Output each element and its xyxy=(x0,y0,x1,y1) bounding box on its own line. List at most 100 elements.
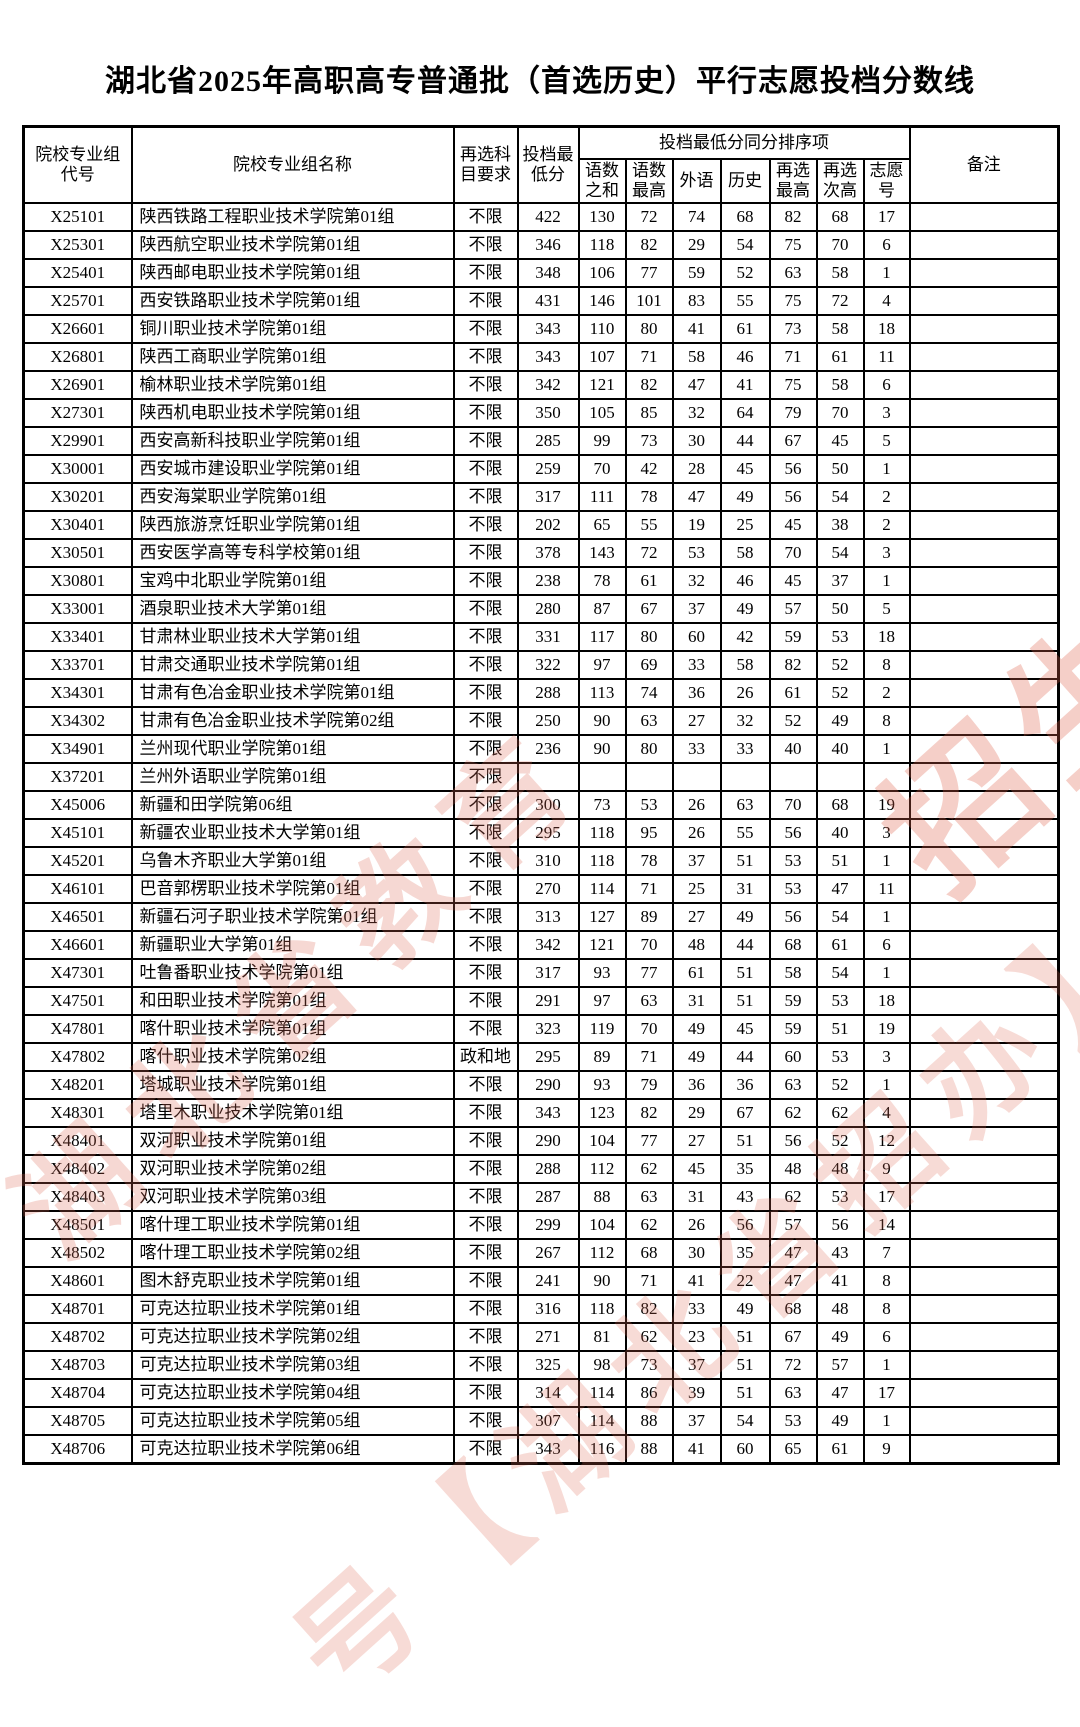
foreign-lang-cell: 33 xyxy=(671,1294,722,1324)
reselect-second-cell: 72 xyxy=(815,286,865,316)
name-cell: 甘肃有色冶金职业技术学院第02组 xyxy=(130,706,455,736)
volunteer-no-cell: 1 xyxy=(862,902,911,932)
reselect-max-cell: 53 xyxy=(768,846,818,876)
history-cell: 49 xyxy=(719,902,771,932)
reselect-max-cell: 45 xyxy=(768,510,818,540)
table-row: X48705 可克达拉职业技术学院第05组 不限 307 114 88 37 54 53 49 1 xyxy=(22,1406,1060,1436)
name-cell: 甘肃林业职业技术大学第01组 xyxy=(130,622,455,652)
min-score-cell: 317 xyxy=(516,482,580,512)
subject-cell: 不限 xyxy=(452,734,519,764)
table-row: X47501 和田职业技术学院第01组 不限 291 97 63 31 51 59 53 18 xyxy=(22,986,1060,1016)
sum-cn-math-cell: 121 xyxy=(577,930,627,960)
name-cell: 塔城职业技术学院第01组 xyxy=(130,1070,455,1100)
min-score-cell: 323 xyxy=(516,1014,580,1044)
max-cn-math-cell: 82 xyxy=(624,1294,674,1324)
name-cell: 图木舒克职业技术学院第01组 xyxy=(130,1266,455,1296)
sum-cn-math-cell: 99 xyxy=(577,426,627,456)
table-row: X33701 甘肃交通职业技术学院第01组 不限 322 97 69 33 58 82 52 8 xyxy=(22,650,1060,680)
reselect-second-cell: 53 xyxy=(815,1182,865,1212)
header-name: 院校专业组名称 xyxy=(130,125,455,204)
reselect-second-cell: 51 xyxy=(815,846,865,876)
subject-cell: 不限 xyxy=(452,958,519,988)
max-cn-math-cell: 95 xyxy=(624,818,674,848)
code-cell: X48704 xyxy=(22,1378,133,1408)
reselect-max-cell: 56 xyxy=(768,1126,818,1156)
reselect-second-cell: 47 xyxy=(815,874,865,904)
volunteer-no-cell: 9 xyxy=(862,1434,911,1464)
subject-cell: 不限 xyxy=(452,1098,519,1128)
code-cell: X33701 xyxy=(22,650,133,680)
code-cell: X48501 xyxy=(22,1210,133,1240)
code-cell: X37201 xyxy=(22,762,133,792)
subject-cell: 不限 xyxy=(452,1434,519,1464)
history-cell: 25 xyxy=(719,510,771,540)
remark-cell xyxy=(908,874,1060,904)
foreign-lang-cell xyxy=(671,762,722,792)
code-cell: X26901 xyxy=(22,370,133,400)
header-foreign-lang: 外语 xyxy=(671,158,722,204)
foreign-lang-cell: 32 xyxy=(671,566,722,596)
reselect-max-cell: 47 xyxy=(768,1238,818,1268)
remark-cell xyxy=(908,1294,1060,1324)
reselect-max-cell: 63 xyxy=(768,258,818,288)
remark-cell xyxy=(908,482,1060,512)
score-table: 院校专业组 代号 院校专业组名称 再选科 目要求 投档最 低分 投档最低分同分排… xyxy=(22,125,1061,1465)
name-cell: 西安铁路职业技术学院第01组 xyxy=(130,286,455,316)
sum-cn-math-cell: 93 xyxy=(577,958,627,988)
min-score-cell xyxy=(516,762,580,792)
table-row: X30501 西安医学高等专科学校第01组 不限 378 143 72 53 58 70 54 3 xyxy=(22,538,1060,568)
history-cell: 51 xyxy=(719,986,771,1016)
table-row: X48703 可克达拉职业技术学院第03组 不限 325 98 73 37 51 72 57 1 xyxy=(22,1350,1060,1380)
foreign-lang-cell: 26 xyxy=(671,818,722,848)
reselect-max-cell: 61 xyxy=(768,678,818,708)
header-subject: 再选科 目要求 xyxy=(452,125,519,204)
remark-cell xyxy=(908,1434,1060,1464)
subject-cell: 不限 xyxy=(452,846,519,876)
min-score-cell: 310 xyxy=(516,846,580,876)
code-cell: X47802 xyxy=(22,1042,133,1072)
reselect-second-cell: 56 xyxy=(815,1210,865,1240)
code-cell: X33001 xyxy=(22,594,133,624)
name-cell: 铜川职业技术学院第01组 xyxy=(130,314,455,344)
min-score-cell: 422 xyxy=(516,202,580,232)
foreign-lang-cell: 36 xyxy=(671,678,722,708)
max-cn-math-cell: 73 xyxy=(624,426,674,456)
table-row: X48502 喀什理工职业技术学院第02组 不限 267 112 68 30 35 47 43 7 xyxy=(22,1238,1060,1268)
code-cell: X48703 xyxy=(22,1350,133,1380)
max-cn-math-cell: 77 xyxy=(624,1126,674,1156)
sum-cn-math-cell xyxy=(577,762,627,792)
table-row: X48403 双河职业技术学院第03组 不限 287 88 63 31 43 62 53 17 xyxy=(22,1182,1060,1212)
volunteer-no-cell: 6 xyxy=(862,370,911,400)
name-cell: 西安城市建设职业学院第01组 xyxy=(130,454,455,484)
volunteer-no-cell: 1 xyxy=(862,958,911,988)
min-score-cell: 287 xyxy=(516,1182,580,1212)
foreign-lang-cell: 83 xyxy=(671,286,722,316)
reselect-max-cell: 63 xyxy=(768,1070,818,1100)
remark-cell xyxy=(908,594,1060,624)
history-cell: 26 xyxy=(719,678,771,708)
name-cell: 可克达拉职业技术学院第02组 xyxy=(130,1322,455,1352)
reselect-max-cell: 72 xyxy=(768,1350,818,1380)
reselect-second-cell: 49 xyxy=(815,1322,865,1352)
max-cn-math-cell: 82 xyxy=(624,370,674,400)
remark-cell xyxy=(908,958,1060,988)
reselect-second-cell: 61 xyxy=(815,342,865,372)
sum-cn-math-cell: 143 xyxy=(577,538,627,568)
reselect-second-cell: 48 xyxy=(815,1154,865,1184)
reselect-second-cell: 40 xyxy=(815,818,865,848)
name-cell: 双河职业技术学院第02组 xyxy=(130,1154,455,1184)
remark-cell xyxy=(908,846,1060,876)
sum-cn-math-cell: 97 xyxy=(577,986,627,1016)
min-score-cell: 238 xyxy=(516,566,580,596)
volunteer-no-cell: 5 xyxy=(862,594,911,624)
sum-cn-math-cell: 130 xyxy=(577,202,627,232)
reselect-second-cell: 52 xyxy=(815,1070,865,1100)
history-cell: 68 xyxy=(719,202,771,232)
volunteer-no-cell: 6 xyxy=(862,930,911,960)
reselect-second-cell: 50 xyxy=(815,594,865,624)
sum-cn-math-cell: 90 xyxy=(577,1266,627,1296)
volunteer-no-cell: 11 xyxy=(862,342,911,372)
reselect-second-cell: 51 xyxy=(815,1014,865,1044)
reselect-second-cell: 52 xyxy=(815,650,865,680)
foreign-lang-cell: 41 xyxy=(671,1266,722,1296)
